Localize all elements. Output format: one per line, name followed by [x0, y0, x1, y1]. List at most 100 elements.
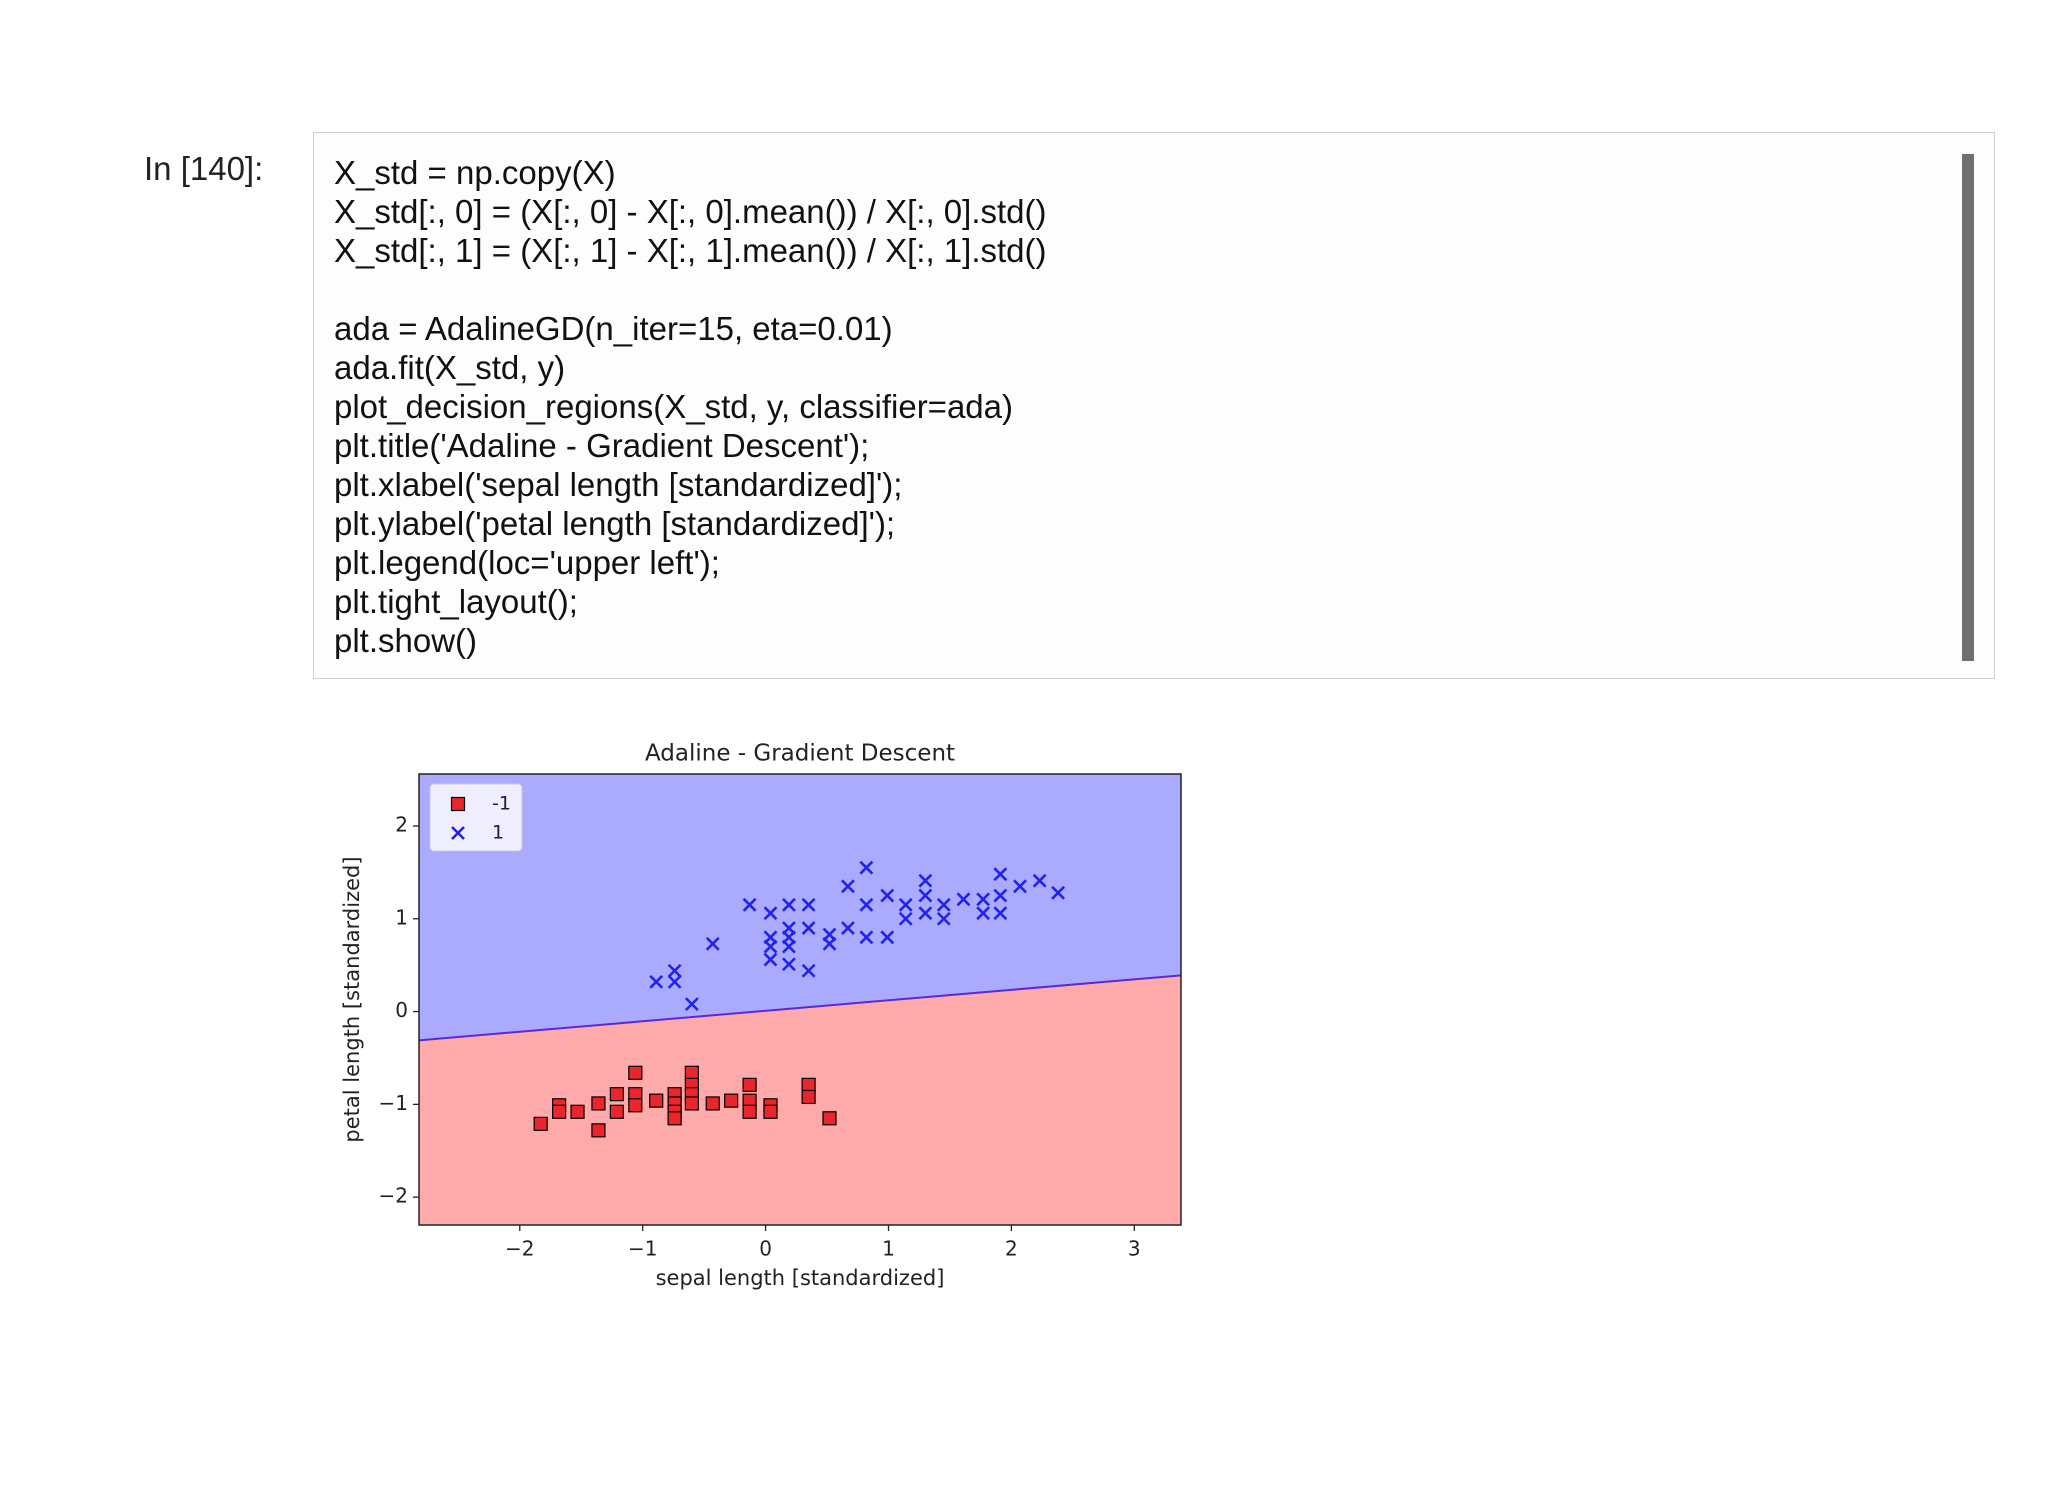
- point: [859, 930, 874, 945]
- point: [684, 1096, 699, 1111]
- legend-label: -1: [492, 793, 511, 815]
- point: [918, 873, 933, 888]
- y-axis-label: petal length [standardized]: [340, 856, 364, 1142]
- y-tick-label: −2: [379, 1184, 408, 1208]
- point: [841, 921, 855, 935]
- point: [782, 939, 796, 954]
- point: [763, 1104, 778, 1119]
- x-tick-label: 0: [759, 1237, 772, 1261]
- point: [918, 888, 933, 903]
- point: [684, 1065, 699, 1080]
- legend-marker: [450, 796, 466, 812]
- point: [918, 906, 933, 921]
- point: [859, 860, 874, 875]
- y-tick-label: −1: [379, 1091, 408, 1115]
- point: [742, 1104, 757, 1119]
- point: [801, 963, 816, 978]
- point: [570, 1104, 585, 1119]
- legend-marker: [451, 826, 465, 840]
- code-line: X_std[:, 0] = (X[:, 0] - X[:, 0].mean())…: [334, 193, 1047, 230]
- point: [822, 1111, 837, 1126]
- point: [880, 888, 895, 903]
- point: [628, 1065, 643, 1080]
- point: [649, 1093, 664, 1108]
- point: [742, 1077, 757, 1092]
- code-line: plt.ylabel('petal length [standardized]'…: [334, 505, 896, 542]
- point: [976, 892, 991, 907]
- point: [936, 911, 951, 926]
- point: [628, 1098, 643, 1113]
- point: [993, 867, 1008, 882]
- point: [591, 1096, 606, 1111]
- point: [667, 963, 682, 978]
- point: [1013, 879, 1027, 894]
- point: [705, 936, 720, 951]
- point: [859, 897, 874, 912]
- x-axis-label: sepal length [standardized]: [656, 1266, 945, 1290]
- point: [763, 906, 778, 921]
- code-line: X_std[:, 1] = (X[:, 1] - X[:, 1].mean())…: [334, 232, 1047, 269]
- code-line: plot_decision_regions(X_std, y, classifi…: [334, 388, 1013, 425]
- chart-title: Adaline - Gradient Descent: [645, 741, 955, 767]
- point: [667, 974, 682, 989]
- point: [763, 952, 778, 967]
- point: [705, 1096, 720, 1111]
- code-line: X_std = np.copy(X): [334, 154, 616, 191]
- point: [993, 906, 1008, 921]
- point: [742, 897, 757, 912]
- code-line: plt.show(): [334, 622, 478, 659]
- cell-prompt: In [140]:: [144, 150, 264, 187]
- point: [822, 936, 837, 951]
- y-tick-label: 0: [395, 998, 408, 1022]
- point: [552, 1104, 567, 1119]
- plot-frame: [418, 773, 1182, 1226]
- point: [609, 1087, 624, 1102]
- point: [591, 1123, 606, 1138]
- region: [419, 975, 1181, 1225]
- point: [1032, 873, 1047, 888]
- code-line: ada.fit(X_std, y): [334, 349, 566, 386]
- point: [724, 1093, 739, 1108]
- point: [667, 1111, 682, 1126]
- point: [533, 1116, 548, 1131]
- point: [976, 906, 991, 921]
- point: [1051, 885, 1066, 900]
- x-tick-label: 3: [1128, 1237, 1141, 1261]
- point: [763, 939, 778, 954]
- point: [782, 897, 796, 912]
- y-tick-label: 2: [395, 812, 408, 836]
- point: [801, 921, 816, 935]
- code-cell[interactable]: X_std = np.copy(X) X_std[:, 0] = (X[:, 0]…: [313, 132, 1995, 679]
- point: [956, 892, 971, 907]
- region: [419, 774, 1181, 1041]
- point: [880, 930, 895, 945]
- y-tick-label: 1: [395, 905, 408, 929]
- point: [936, 897, 951, 912]
- code-line: plt.title('Adaline - Gradient Descent');: [334, 427, 870, 464]
- x-tick-label: 1: [882, 1237, 895, 1261]
- point: [649, 974, 664, 989]
- point: [782, 957, 796, 972]
- code: X_std = np.copy(X) X_std[:, 0] = (X[:, 0]…: [334, 153, 1046, 660]
- x-tick-label: 2: [1005, 1237, 1018, 1261]
- point: [898, 911, 913, 926]
- point: [993, 888, 1008, 903]
- point: [898, 897, 913, 912]
- scrollbar[interactable]: [1962, 154, 1974, 661]
- code-line: ada = AdalineGD(n_iter=15, eta=0.01): [334, 310, 893, 347]
- code-line: plt.legend(loc='upper left');: [334, 544, 720, 581]
- legend-label: 1: [492, 822, 504, 844]
- point: [801, 1089, 816, 1105]
- x-tick-label: −1: [628, 1237, 657, 1261]
- code-line: plt.xlabel('sepal length [standardized]'…: [334, 466, 903, 503]
- point: [609, 1104, 624, 1119]
- decision-boundary: [418, 974, 1182, 1042]
- point: [801, 1077, 816, 1092]
- code-line: plt.tight_layout();: [334, 583, 578, 620]
- x-tick-label: −2: [505, 1237, 534, 1261]
- point: [801, 897, 816, 912]
- point: [684, 997, 699, 1012]
- point: [841, 879, 855, 894]
